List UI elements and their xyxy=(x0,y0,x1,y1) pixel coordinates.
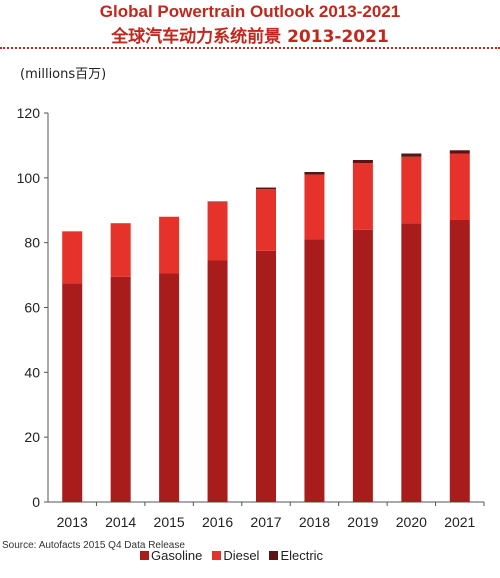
bar-electric-2019 xyxy=(352,160,373,164)
bar-gasoline-2019 xyxy=(352,229,373,502)
legend-label-electric: Electric xyxy=(280,548,324,563)
bar-diesel-2021 xyxy=(449,153,470,220)
legend-swatch-diesel xyxy=(212,551,222,560)
legend-item-gasoline: Gasoline xyxy=(140,548,202,563)
bar-gasoline-2017 xyxy=(256,250,276,502)
y-axis-label: (millions百万) xyxy=(20,67,106,82)
bar-diesel-2018 xyxy=(304,174,325,240)
bar-electric-2021 xyxy=(449,150,470,154)
bar-gasoline-2016 xyxy=(207,260,228,502)
chart-legend: Gasoline Diesel Electric xyxy=(140,548,333,563)
bar-diesel-2019 xyxy=(352,163,373,230)
y-tick-label: 80 xyxy=(24,235,40,251)
bar-diesel-2014 xyxy=(110,223,131,277)
legend-label-gasoline: Gasoline xyxy=(151,548,203,563)
bar-gasoline-2021 xyxy=(449,219,470,502)
y-tick-label: 0 xyxy=(32,494,40,510)
bar-diesel-2016 xyxy=(207,202,228,261)
y-tick-label: 60 xyxy=(24,300,40,316)
chart-title-chinese: 全球汽车动力系统前景 2013-2021 xyxy=(111,27,389,47)
y-tick-label: 120 xyxy=(17,105,41,121)
bar-gasoline-2020 xyxy=(401,223,422,502)
x-tick-label: 2020 xyxy=(396,514,427,530)
legend-swatch-electric xyxy=(269,551,279,560)
bar-electric-2018 xyxy=(304,171,325,175)
x-tick-label: 2019 xyxy=(347,514,378,530)
bar-diesel-2017 xyxy=(256,189,276,251)
legend-swatch-gasoline xyxy=(140,551,149,560)
bar-electric-2016 xyxy=(207,201,228,203)
bar-electric-2020 xyxy=(401,153,422,157)
y-tick-label: 40 xyxy=(24,364,40,380)
x-tick-label: 2013 xyxy=(57,514,88,530)
bar-diesel-2015 xyxy=(159,216,180,274)
x-tick-label: 2018 xyxy=(299,514,330,530)
y-tick-label: 100 xyxy=(17,170,41,186)
legend-item-electric: Electric xyxy=(269,548,323,563)
x-tick-label: 2017 xyxy=(250,514,281,530)
bar-gasoline-2015 xyxy=(159,273,180,502)
legend-label-diesel: Diesel xyxy=(223,548,260,563)
x-tick-label: 2014 xyxy=(105,514,136,530)
bar-gasoline-2013 xyxy=(62,283,83,502)
title-divider xyxy=(0,47,500,49)
source-note: Source: Autofacts 2015 Q4 Data Release xyxy=(2,540,185,551)
chart-title-english: Global Powertrain Outlook 2013-2021 xyxy=(99,2,401,21)
legend-item-diesel: Diesel xyxy=(212,548,259,563)
bar-electric-2017 xyxy=(256,187,276,190)
bar-diesel-2020 xyxy=(401,156,422,224)
bar-gasoline-2018 xyxy=(304,239,325,503)
x-tick-label: 2016 xyxy=(202,514,233,530)
y-tick-label: 20 xyxy=(24,429,40,445)
bar-diesel-2013 xyxy=(62,231,83,284)
x-tick-label: 2015 xyxy=(154,514,185,530)
x-tick-label: 2021 xyxy=(444,514,475,530)
bar-gasoline-2014 xyxy=(110,276,131,502)
